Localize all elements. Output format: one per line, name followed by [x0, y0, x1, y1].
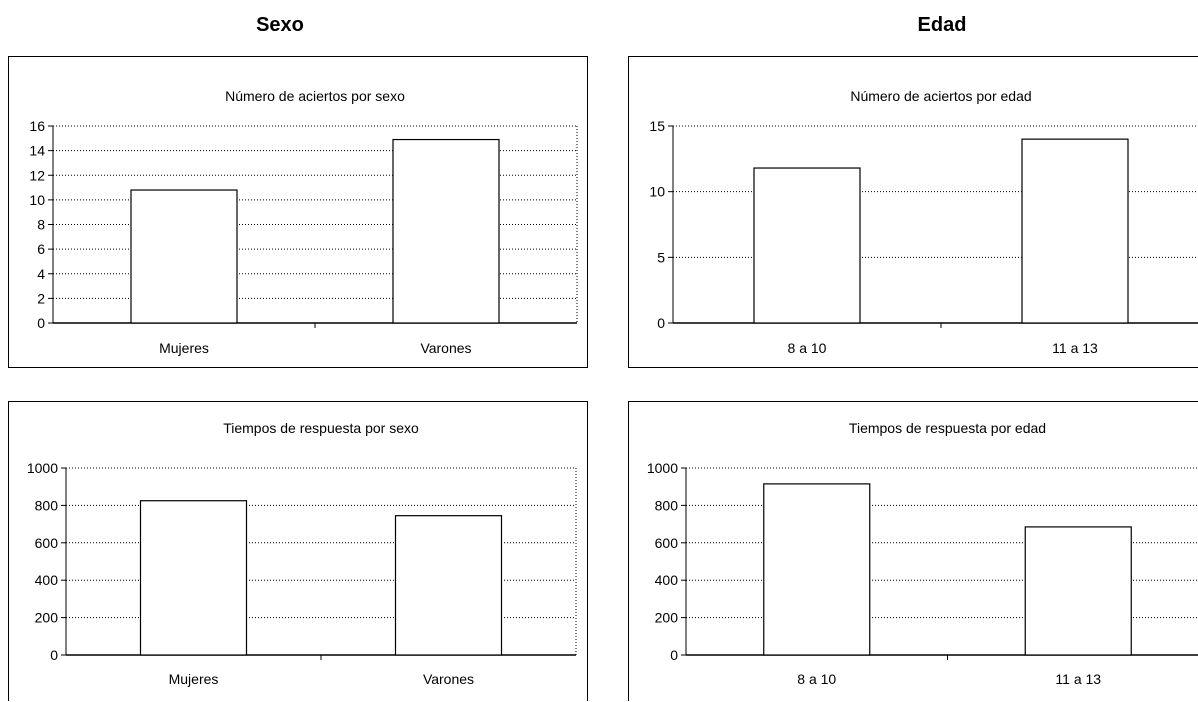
bar: [394, 515, 503, 656]
section-title-sexo: Sexo: [256, 14, 304, 36]
bar: [763, 483, 871, 656]
y-tick-label: 800: [35, 497, 59, 513]
y-tick-label: 15: [649, 118, 665, 134]
x-category-label: 8 a 10: [788, 340, 827, 356]
y-tick-label: 600: [655, 535, 679, 551]
section-title-edad: Edad: [917, 14, 967, 36]
chart-title: Tiempos de respuesta por edad: [849, 420, 1046, 436]
y-tick-label: 1000: [647, 460, 678, 476]
chart-tiempos-edad: Tiempos de respuesta por edad 0 200 400 600 8…: [647, 420, 1198, 687]
y-tick-label: 0: [670, 647, 678, 663]
y-tick-label: 5: [657, 249, 665, 265]
bar: [1021, 138, 1129, 324]
chart-title: Número de aciertos por sexo: [225, 88, 405, 104]
bar: [392, 138, 500, 324]
x-category-label: Mujeres: [159, 340, 209, 356]
bar: [1024, 526, 1132, 656]
y-tick-label: 12: [29, 167, 45, 183]
y-tick-label: 6: [37, 241, 45, 257]
chart-aciertos-sexo: Número de aciertos por sexo 0 2 4 6 8 10 12 14 16…: [29, 88, 578, 356]
y-tick-label: 10: [649, 184, 665, 200]
y-tick-label: 10: [29, 192, 45, 208]
x-category-label: 11 a 13: [1055, 671, 1101, 687]
y-tick-label: 0: [50, 647, 58, 663]
y-tick-label: 14: [29, 143, 45, 159]
y-tick-label: 2: [37, 290, 45, 306]
x-category-label: 8 a 10: [797, 671, 836, 687]
y-tick-label: 8: [37, 217, 45, 233]
x-category-label: Mujeres: [169, 671, 219, 687]
x-category-label: Varones: [420, 340, 471, 356]
chart-panel-aciertos-sexo: Número de aciertos por sexo 0 2 4 6 8 10 12 14 16…: [8, 56, 588, 368]
y-tick-label: 400: [35, 572, 59, 588]
chart-aciertos-edad: Número de aciertos por edad 0 5 10 15 8 a 10 1…: [649, 88, 1198, 356]
x-category-label: 11 a 13: [1052, 340, 1098, 356]
x-category-label: Varones: [423, 671, 474, 687]
y-tick-label: 16: [29, 118, 45, 134]
y-tick-label: 200: [655, 610, 679, 626]
y-tick-label: 600: [35, 535, 59, 551]
y-tick-label: 800: [655, 497, 679, 513]
bar: [130, 189, 238, 324]
chart-title: Número de aciertos por edad: [850, 88, 1031, 104]
y-tick-label: 400: [655, 572, 679, 588]
y-tick-label: 1000: [27, 460, 58, 476]
chart-tiempos-sexo: Tiempos de respuesta por sexo 0 200 400 600 8…: [27, 420, 577, 687]
y-tick-label: 0: [657, 315, 665, 331]
chart-title: Tiempos de respuesta por sexo: [223, 420, 419, 436]
y-tick-label: 200: [35, 610, 59, 626]
bar: [753, 167, 861, 324]
chart-panel-tiempos-edad: Tiempos de respuesta por edad 0 200 400 600 8…: [628, 401, 1198, 701]
chart-panel-aciertos-edad: Número de aciertos por edad 0 5 10 15 8 a 10 1…: [628, 56, 1198, 368]
bar: [139, 500, 248, 656]
chart-panel-tiempos-sexo: Tiempos de respuesta por sexo 0 200 400 600 8…: [8, 401, 588, 701]
y-tick-label: 0: [37, 315, 45, 331]
y-tick-label: 4: [37, 266, 45, 282]
